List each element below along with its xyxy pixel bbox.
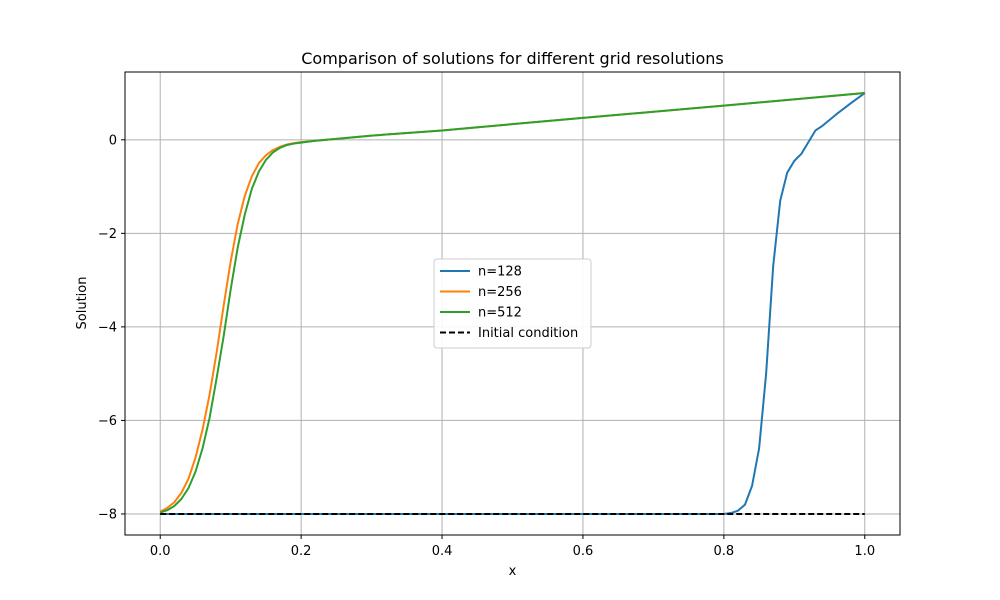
legend-box [433,258,592,349]
legend-label: n=128 [478,265,522,280]
tick-layer: 0.0 0.2 0.4 0.6 0.8 1.0 0 −2 −4 −6 −8 [98,133,875,559]
legend: n=128 n=256 n=512 Initial condition [433,258,592,349]
series-line-n-128 [160,92,866,515]
y-tick-label: −8 [98,507,117,522]
y-tick-label: 0 [109,133,117,148]
plot-frame [124,71,901,536]
chart-title: Comparison of solutions for different gr… [301,49,723,68]
y-tick-label: −6 [98,414,117,429]
x-tick-label: 0.8 [714,544,735,559]
x-tick-label: 0.6 [573,544,594,559]
x-tick-label: 0.0 [150,544,171,559]
series-line-n-512 [159,92,865,514]
y-tick-label: −2 [98,227,117,242]
series-layer [159,92,866,515]
legend-label: n=256 [478,285,522,300]
x-axis-label: x [509,564,517,579]
legend-label: Initial condition [478,326,578,341]
y-axis-label: Solution [75,277,90,330]
y-tick-label: −4 [98,320,117,335]
x-tick-label: 0.4 [432,544,453,559]
x-tick-label: 0.2 [291,544,312,559]
legend-label: n=512 [478,306,522,321]
x-tick-label: 1.0 [854,544,875,559]
